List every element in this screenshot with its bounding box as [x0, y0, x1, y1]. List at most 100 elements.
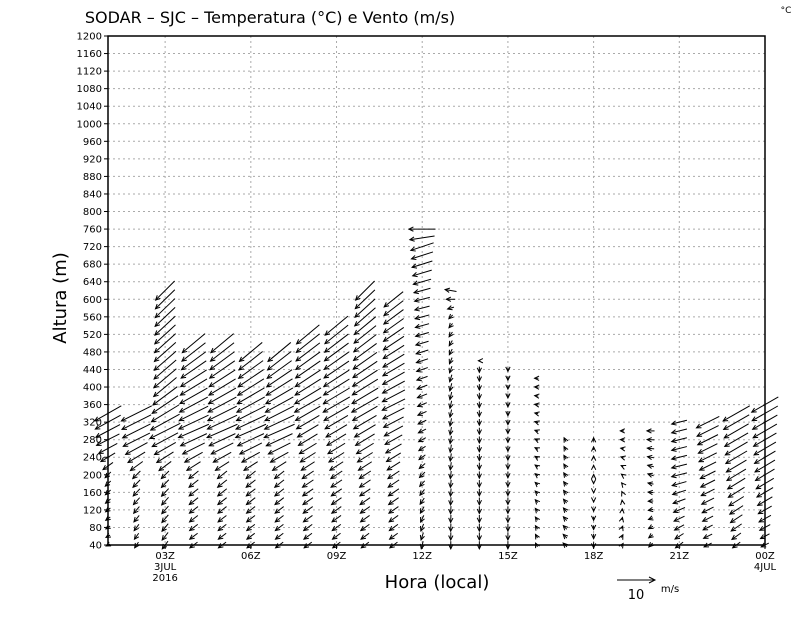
wind-vector — [448, 357, 454, 365]
wind-vector-head — [356, 457, 363, 463]
wind-vector-head — [562, 507, 569, 513]
wind-vector-head — [208, 373, 215, 379]
wind-vector — [351, 378, 379, 396]
wind-vector-head — [388, 517, 395, 523]
wind-vector — [505, 375, 511, 382]
wind-vector — [701, 515, 714, 522]
wind-vector — [323, 351, 350, 371]
wind-vector-head — [351, 390, 358, 396]
wind-vector-shaft — [326, 433, 347, 446]
wind-vector — [133, 532, 140, 541]
wind-vector-shaft — [382, 380, 405, 394]
wind-vector-head — [294, 373, 301, 379]
wind-vector — [269, 451, 289, 463]
wind-vector-head — [448, 403, 454, 410]
wind-vector-head — [351, 399, 358, 405]
wind-vector-shaft — [188, 497, 199, 505]
wind-vector-head — [245, 525, 252, 532]
wind-vector — [415, 367, 428, 373]
wind-vector — [418, 454, 426, 461]
wind-vector-shaft — [208, 387, 237, 405]
wind-vector-shaft — [418, 428, 427, 434]
wind-vector — [302, 497, 314, 506]
reference-vector: 10 m/s — [617, 576, 679, 603]
wind-vector-shaft — [383, 318, 404, 334]
wind-vector-shaft — [414, 314, 430, 320]
wind-vector-head — [505, 384, 511, 391]
wind-vector-head — [132, 508, 139, 515]
wind-vector — [505, 393, 511, 400]
wind-vector — [619, 455, 626, 461]
wind-vector — [324, 324, 349, 345]
wind-vector-shaft — [178, 414, 209, 430]
wind-vector-head — [533, 393, 540, 399]
wind-vector-head — [154, 321, 161, 328]
wind-vector-shaft — [179, 387, 208, 405]
wind-vector-shaft — [359, 479, 371, 488]
wind-vector-head — [417, 437, 424, 443]
wind-vector-head — [158, 465, 165, 472]
wind-vector — [209, 351, 235, 371]
wind-vector-head — [207, 390, 214, 396]
wind-vector-head — [153, 450, 160, 456]
wind-vector-head — [646, 472, 653, 478]
wind-vector-shaft — [674, 524, 685, 531]
wind-vector — [294, 405, 321, 422]
wind-vector — [727, 486, 745, 498]
wind-vector-head — [670, 420, 677, 426]
wind-vector — [152, 377, 177, 398]
wind-vector — [132, 479, 141, 489]
wind-vector-shaft — [179, 405, 209, 422]
wind-vector — [245, 497, 256, 506]
wind-vector — [448, 523, 454, 533]
wind-vector-head — [161, 517, 167, 524]
wind-vector-shaft — [671, 472, 688, 478]
wind-vector-head — [352, 373, 358, 379]
wind-vector — [185, 461, 201, 472]
wind-vector-head — [154, 303, 161, 310]
wind-vector-head — [331, 525, 338, 532]
wind-vector — [324, 315, 349, 336]
wind-vector-shaft — [180, 369, 207, 388]
wind-vector-head — [446, 305, 453, 311]
wind-vector-shaft — [449, 418, 453, 427]
wind-vector-head — [562, 515, 569, 522]
wind-vector-head — [414, 315, 421, 321]
wind-vector-shaft — [418, 463, 426, 469]
wind-vector — [330, 497, 342, 506]
wind-vector-head — [179, 399, 186, 405]
wind-vector — [154, 298, 176, 319]
wind-vector-head — [245, 491, 252, 497]
wind-vector-shaft — [420, 532, 424, 541]
wind-vector-head — [97, 449, 104, 454]
wind-vector-shaft — [354, 424, 376, 438]
y-tick-label: 240 — [83, 453, 102, 464]
wind-vector-shaft — [150, 413, 180, 431]
wind-vector — [188, 479, 199, 488]
wind-vector — [352, 360, 378, 379]
wind-vector-head — [245, 508, 252, 514]
wind-vector-shaft — [702, 515, 714, 522]
wind-vector-shaft — [324, 315, 349, 336]
wind-vector-shaft — [449, 427, 452, 435]
wind-vector-head — [416, 411, 423, 416]
wind-vector-head — [217, 525, 224, 532]
wind-vector-head — [672, 508, 679, 514]
wind-vector-shaft — [161, 514, 169, 523]
wind-vector-head — [302, 499, 308, 506]
wind-vector — [302, 532, 313, 540]
wind-vector — [154, 315, 176, 336]
wind-vector — [674, 533, 684, 540]
wind-vector — [359, 515, 370, 523]
wind-vector — [416, 411, 427, 416]
wind-vector — [670, 472, 688, 479]
wind-vector-head — [153, 382, 159, 389]
wind-vector — [209, 333, 234, 354]
wind-vector — [563, 463, 569, 470]
wind-vector — [183, 451, 203, 463]
wind-vector-head — [178, 416, 185, 422]
wind-vector — [274, 532, 284, 540]
wind-vector — [412, 278, 432, 286]
wind-vector — [301, 479, 314, 488]
wind-vector-head — [723, 433, 730, 439]
